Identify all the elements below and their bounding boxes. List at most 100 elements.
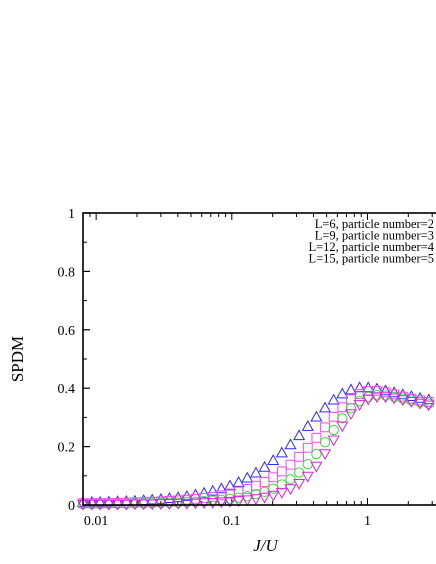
- data-point: [172, 498, 185, 510]
- data-point: [328, 424, 339, 436]
- x-axis-label: J/U: [253, 536, 279, 555]
- data-point: [327, 435, 340, 447]
- data-point: [249, 494, 262, 506]
- y-tick-label: 1: [68, 207, 75, 222]
- data-point: [311, 432, 322, 443]
- data-series: [76, 381, 435, 511]
- series-4: [76, 392, 435, 511]
- data-point: [102, 495, 115, 507]
- data-point: [319, 437, 331, 448]
- data-point: [405, 390, 418, 402]
- legend-entry: L=9, particle number=3: [315, 229, 434, 243]
- data-point: [362, 394, 375, 406]
- y-tick-label: 0.4: [58, 382, 76, 397]
- data-point: [251, 480, 261, 491]
- data-point: [232, 496, 245, 508]
- data-point: [311, 448, 322, 460]
- data-point: [215, 482, 228, 494]
- x-tick-label: 0.1: [223, 514, 241, 529]
- data-point: [396, 395, 409, 407]
- data-point: [198, 498, 211, 510]
- data-point: [423, 398, 434, 409]
- legend: L=6, particle number=2L=9, particle numb…: [308, 217, 434, 266]
- data-point: [396, 388, 409, 400]
- y-tick-label: 0.6: [58, 324, 76, 339]
- data-point: [206, 484, 219, 496]
- data-point: [163, 492, 176, 503]
- data-point: [388, 386, 401, 398]
- data-point: [318, 449, 332, 461]
- data-point: [353, 400, 366, 412]
- data-point: [276, 466, 287, 477]
- data-point: [198, 486, 211, 498]
- y-tick-label: 0.8: [58, 265, 76, 280]
- data-point: [302, 442, 313, 453]
- data-point: [301, 419, 314, 431]
- plot-frame: [82, 212, 436, 506]
- data-point: [275, 446, 288, 458]
- data-point: [379, 392, 392, 404]
- y-axis-label: SPDM: [8, 336, 27, 382]
- data-point: [370, 392, 383, 404]
- data-point: [138, 498, 149, 509]
- series-1: [76, 381, 435, 507]
- data-point: [337, 413, 348, 424]
- y-tick-label: 0.2: [58, 441, 76, 456]
- data-point: [379, 384, 392, 396]
- data-point: [103, 498, 115, 510]
- data-point: [112, 498, 123, 510]
- data-point: [224, 493, 236, 505]
- data-point: [301, 471, 314, 483]
- legend-entry: L=12, particle number=4: [308, 240, 434, 254]
- data-point: [189, 498, 202, 510]
- data-point: [241, 495, 254, 507]
- data-point: [94, 495, 107, 507]
- data-point: [345, 403, 357, 414]
- legend-entry: L=15, particle number=5: [308, 252, 434, 266]
- data-point: [206, 498, 219, 509]
- data-point: [232, 475, 245, 487]
- data-point: [294, 451, 305, 462]
- data-point: [405, 396, 418, 408]
- data-point: [346, 394, 356, 405]
- data-point: [284, 438, 297, 450]
- x-tick-label: 0.01: [84, 514, 109, 529]
- data-point: [422, 393, 435, 405]
- data-point: [241, 471, 254, 483]
- series-3: [77, 390, 434, 510]
- data-point: [293, 479, 306, 490]
- data-point: [172, 491, 185, 503]
- legend-entry: L=6, particle number=2: [315, 217, 434, 231]
- data-point: [85, 495, 98, 507]
- data-point: [267, 490, 280, 502]
- data-point: [258, 460, 271, 472]
- data-point: [344, 383, 358, 395]
- data-point: [328, 411, 339, 422]
- data-point: [414, 398, 427, 410]
- data-point: [422, 400, 435, 412]
- data-point: [285, 459, 296, 470]
- y-tick-label: 0: [68, 499, 75, 514]
- data-point: [215, 497, 228, 509]
- data-point: [249, 466, 262, 478]
- data-point: [336, 421, 349, 433]
- data-point: [320, 422, 330, 433]
- data-point: [259, 477, 270, 487]
- data-point: [344, 409, 358, 421]
- data-point: [388, 393, 401, 405]
- data-point: [268, 472, 279, 483]
- data-point: [275, 488, 288, 499]
- data-point: [258, 492, 271, 504]
- data-point: [180, 498, 193, 510]
- data-point: [318, 401, 332, 413]
- x-tick-label: 1: [364, 514, 371, 529]
- data-point: [336, 387, 349, 399]
- data-point: [284, 484, 297, 496]
- data-point: [302, 458, 313, 470]
- data-point: [223, 496, 237, 508]
- data-point: [293, 429, 306, 441]
- data-point: [121, 498, 132, 510]
- data-point: [207, 495, 218, 506]
- y-tick-labels: 0 0.2 0.4 0.6 0.8 1: [58, 207, 76, 514]
